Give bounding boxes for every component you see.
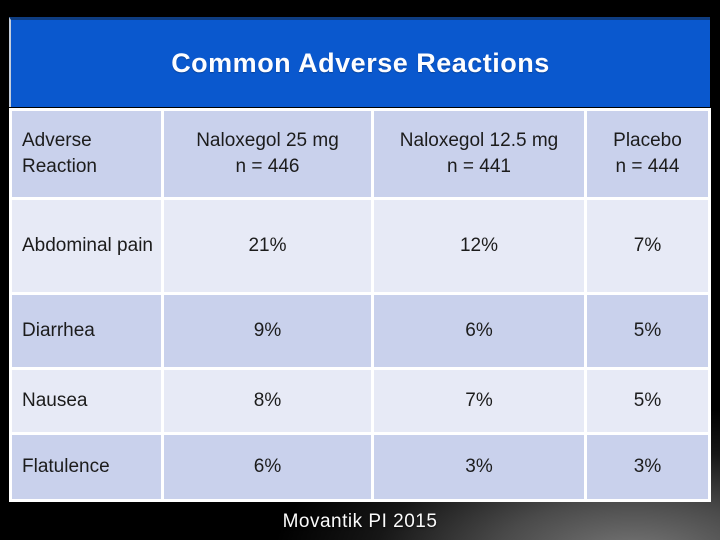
value-cell: 8%	[164, 370, 371, 432]
column-header-label: Naloxegol 25 mg	[196, 130, 339, 152]
header-cell-placebo: Placebo n = 444	[587, 111, 708, 197]
row-label-abdominal-pain: Abdominal pain	[12, 200, 161, 292]
row-label-flatulence: Flatulence	[12, 435, 161, 499]
value-cell: 5%	[587, 370, 708, 432]
column-header-label: Naloxegol 12.5 mg	[399, 130, 559, 152]
value-cell: 7%	[374, 370, 584, 432]
column-header-n: n = 444	[615, 156, 680, 177]
value-cell: 6%	[164, 435, 371, 499]
footer-citation: Movantik PI 2015	[282, 511, 438, 532]
header-cell-naloxegol-25mg: Naloxegol 25 mg n = 446	[164, 111, 371, 197]
row-label-nausea: Nausea	[12, 370, 161, 432]
value-cell: 3%	[587, 435, 708, 499]
header-cell-adverse-reaction: Adverse Reaction	[12, 111, 161, 197]
value-cell: 12%	[374, 200, 584, 292]
value-cell: 7%	[587, 200, 708, 292]
slide-title-bar: Common Adverse Reactions	[9, 17, 710, 107]
value-cell: 3%	[374, 435, 584, 499]
value-cell: 6%	[374, 295, 584, 367]
column-header-label: Placebo	[613, 130, 682, 152]
column-header-n: n = 441	[447, 156, 511, 177]
column-header-label: Adverse Reaction	[22, 130, 97, 177]
column-header-n: n = 446	[235, 156, 300, 177]
page-title: Common Adverse Reactions	[171, 48, 550, 78]
header-cell-naloxegol-12-5mg: Naloxegol 12.5 mg n = 441	[374, 111, 584, 197]
row-label-diarrhea: Diarrhea	[12, 295, 161, 367]
value-cell: 21%	[164, 200, 371, 292]
adverse-reactions-table: Adverse Reaction Naloxegol 25 mg n = 446…	[9, 108, 711, 502]
value-cell: 9%	[164, 295, 371, 367]
value-cell: 5%	[587, 295, 708, 367]
